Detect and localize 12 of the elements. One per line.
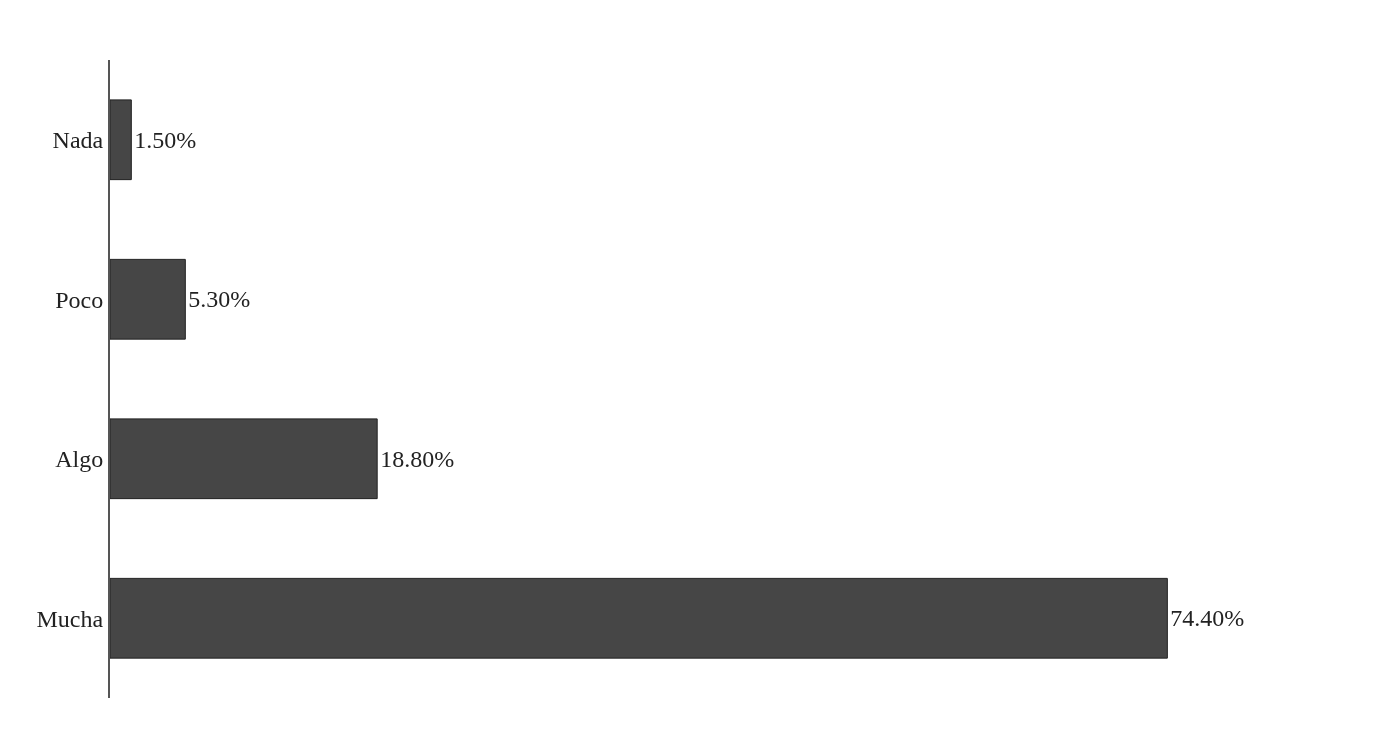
data-label: 1.50% — [134, 126, 197, 153]
data-label: 74.40% — [1170, 605, 1245, 632]
bar — [110, 99, 132, 181]
bar — [110, 418, 378, 500]
y-tick-label: Nada — [52, 127, 104, 154]
y-tick-label: Algo — [55, 446, 104, 473]
y-tick-label: Poco — [55, 286, 104, 313]
bar — [110, 258, 186, 340]
data-label: 5.30% — [188, 286, 251, 313]
y-tick-label: Mucha — [36, 605, 104, 632]
bar — [110, 577, 1168, 659]
data-label: 18.80% — [380, 445, 455, 472]
